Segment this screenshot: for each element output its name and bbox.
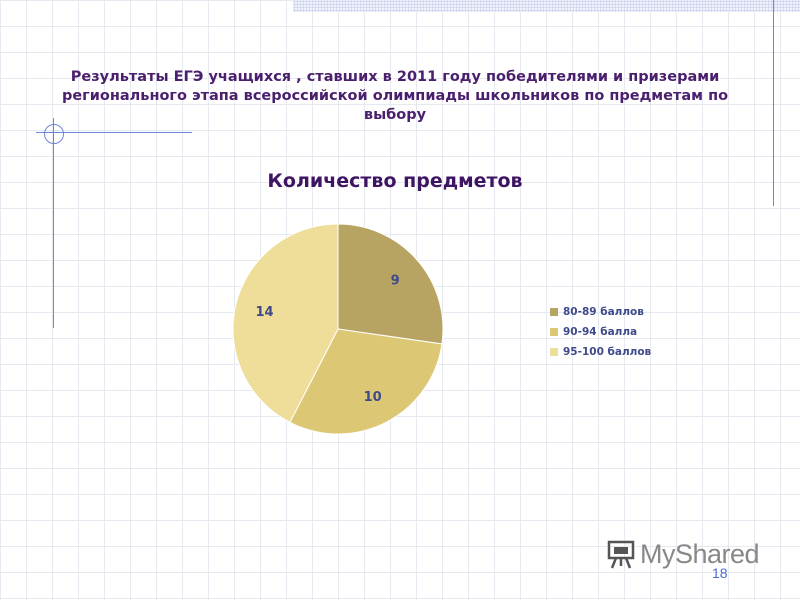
decorative-horizontal-line <box>36 132 192 133</box>
pie-data-label: 14 <box>255 305 273 320</box>
logo-text: MyShared <box>640 538 760 569</box>
legend-swatch <box>550 348 558 356</box>
decorative-vertical-line-left <box>53 118 54 328</box>
myshared-logo: MyShared <box>606 536 760 572</box>
legend-label: 80-89 баллов <box>563 306 644 318</box>
decorative-vertical-line-right <box>773 0 774 206</box>
legend-label: 90-94 балла <box>563 326 638 338</box>
top-decorative-band <box>293 0 800 12</box>
legend-item: 95-100 баллов <box>550 342 651 362</box>
legend-label: 95-100 баллов <box>563 346 652 358</box>
pie-slice-3 <box>232 223 339 424</box>
presentation-board-icon <box>606 539 636 569</box>
chart-legend: 80-89 баллов 90-94 балла 95-100 баллов <box>550 302 651 362</box>
decorative-circle <box>44 124 64 144</box>
slide-title: Результаты ЕГЭ учащихся , ставших в 2011… <box>61 69 729 123</box>
legend-swatch <box>550 308 558 316</box>
chart-title: Количество предметов <box>267 170 523 192</box>
pie-data-label: 10 <box>364 390 382 405</box>
pie-data-label: 9 <box>391 273 400 288</box>
page-number: 18 <box>712 565 728 581</box>
legend-item: 80-89 баллов <box>550 302 651 322</box>
pie-slice-2 <box>289 328 443 435</box>
legend-item: 90-94 балла <box>550 322 651 342</box>
legend-swatch <box>550 328 558 336</box>
pie-slice-1 <box>337 223 444 345</box>
